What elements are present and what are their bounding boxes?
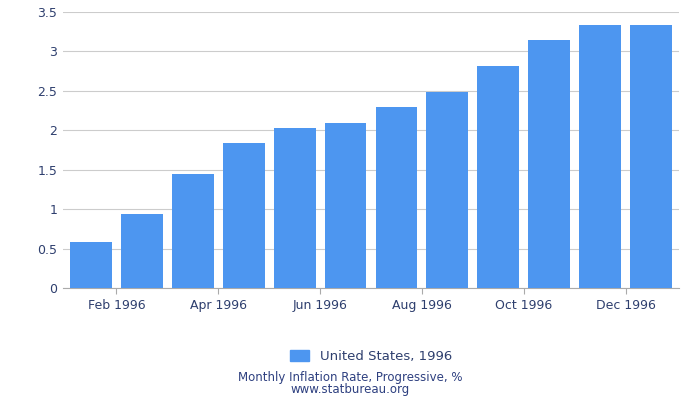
Bar xyxy=(426,92,468,288)
Bar xyxy=(121,214,163,288)
Bar xyxy=(630,26,672,288)
Bar xyxy=(223,143,265,288)
Text: Monthly Inflation Rate, Progressive, %: Monthly Inflation Rate, Progressive, % xyxy=(238,372,462,384)
Bar xyxy=(579,26,621,288)
Bar xyxy=(274,128,316,288)
Bar xyxy=(528,40,570,288)
Bar xyxy=(376,108,417,288)
Bar xyxy=(172,174,214,288)
Bar xyxy=(477,66,519,288)
Legend: United States, 1996: United States, 1996 xyxy=(284,344,458,368)
Text: www.statbureau.org: www.statbureau.org xyxy=(290,383,410,396)
Bar xyxy=(325,123,366,288)
Bar xyxy=(70,242,112,288)
